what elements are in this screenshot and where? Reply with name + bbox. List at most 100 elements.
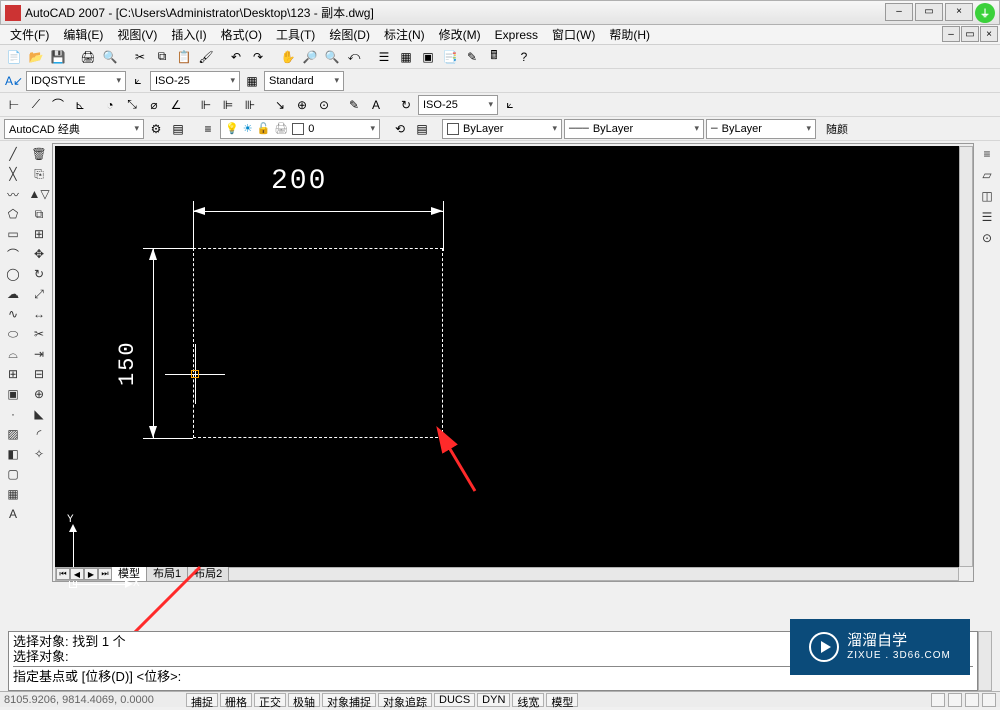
new-icon[interactable]: 📄 [4,47,24,67]
rotate-icon[interactable]: ↻ [29,265,49,283]
menu-express[interactable]: Express [489,27,544,43]
dimdiameter-icon[interactable]: ⌀ [144,95,164,115]
scale-icon[interactable]: ⤢ [29,285,49,303]
save-icon[interactable]: 💾 [48,47,68,67]
ssm-icon[interactable]: 📑 [440,47,460,67]
layer-combo[interactable]: 💡☀🔓🖨 0▾ [220,119,380,139]
line-icon[interactable]: ╱ [3,145,23,163]
workspace-combo[interactable]: AutoCAD 经典▾ [4,119,144,139]
tab-layout1[interactable]: 布局1 [147,567,188,581]
area-icon[interactable]: ▱ [977,166,997,184]
xline-icon[interactable]: ╳ [3,165,23,183]
tp-icon[interactable]: ▣ [418,47,438,67]
list-icon[interactable]: ☰ [977,208,997,226]
dimradius-icon[interactable]: ◔ [100,95,120,115]
mirror-icon[interactable]: ▲▽ [29,185,49,203]
color-combo[interactable]: ByLayer▾ [442,119,562,139]
rectangle-icon[interactable]: ▭ [3,225,23,243]
dimcenter-icon[interactable]: ⊙ [314,95,334,115]
dimcontinue-icon[interactable]: ⊪ [240,95,260,115]
lineweight-combo[interactable]: — ByLayer▾ [706,119,816,139]
open-icon[interactable]: 📂 [26,47,46,67]
preview-icon[interactable]: 🔍 [100,47,120,67]
pan-icon[interactable]: ✋ [278,47,298,67]
extend-icon[interactable]: ⇥ [29,345,49,363]
offset-icon[interactable]: ⧉ [29,205,49,223]
command-vscroll[interactable] [978,631,992,691]
ellipse-icon[interactable]: ⬭ [3,325,23,343]
mdi-close-button[interactable]: × [980,26,998,42]
matchprop-icon[interactable]: 🖌 [196,47,216,67]
tab-prev-icon[interactable]: ◀ [70,568,84,580]
mdi-max-button[interactable]: ▭ [961,26,979,42]
menu-tools[interactable]: 工具(T) [270,25,321,44]
help-icon[interactable]: ? [514,47,534,67]
menu-view[interactable]: 视图(V) [111,25,163,44]
tab-next-icon[interactable]: ▶ [84,568,98,580]
zoom-win-icon[interactable]: 🔍 [322,47,342,67]
menu-edit[interactable]: 编辑(E) [57,25,109,44]
polar-button[interactable]: 极轴 [288,693,320,707]
circle-icon[interactable]: ◯ [3,265,23,283]
tab-model[interactable]: 模型 [112,567,147,581]
redo-icon[interactable]: ↷ [248,47,268,67]
dimstyle-combo[interactable]: ISO-25▾ [150,71,240,91]
menu-insert[interactable]: 插入(I) [165,25,212,44]
cut-icon[interactable]: ✂ [130,47,150,67]
layer-mgr-icon[interactable]: ≡ [198,119,218,139]
tab-layout2[interactable]: 布局2 [188,567,229,581]
tray-icon[interactable] [965,693,979,707]
dyn-button[interactable]: DYN [477,693,510,707]
menu-dimension[interactable]: 标注(N) [378,25,431,44]
dimjogged-icon[interactable]: ⤡ [122,95,142,115]
dist-icon[interactable]: ≡ [977,145,997,163]
join-icon[interactable]: ⊕ [29,385,49,403]
dimordinate-icon[interactable]: ⊾ [70,95,90,115]
lock-icon[interactable] [948,693,962,707]
dimbaseline-icon[interactable]: ⊫ [218,95,238,115]
textstyle-combo[interactable]: IDQSTYLE▾ [26,71,126,91]
minimize-button[interactable]: – [885,3,913,21]
chamfer-icon[interactable]: ◣ [29,405,49,423]
plot-icon[interactable]: 🖨 [78,47,98,67]
zoom-prev-icon[interactable]: ⤺ [344,47,364,67]
copy-icon[interactable]: ⧉ [152,47,172,67]
dimtedit-icon[interactable]: A [366,95,386,115]
canvas-vscroll[interactable] [959,146,973,567]
trim-icon[interactable]: ✂ [29,325,49,343]
explode-icon[interactable]: ✧ [29,445,49,463]
comm-icon[interactable] [931,693,945,707]
linetype-combo[interactable]: ——— ByLayer▾ [564,119,704,139]
region-icon[interactable]: ▢ [3,465,23,483]
grid-button[interactable]: 栅格 [220,693,252,707]
mtext-icon[interactable]: A [3,505,23,523]
markup-icon[interactable]: ✎ [462,47,482,67]
ortho-button[interactable]: 正交 [254,693,286,707]
fillet-icon[interactable]: ◜ [29,425,49,443]
osnap-button[interactable]: 对象捕捉 [322,693,376,707]
otrack-button[interactable]: 对象追踪 [378,693,432,707]
id-icon[interactable]: ⊙ [977,229,997,247]
gradient-icon[interactable]: ◧ [3,445,23,463]
hatch-icon[interactable]: ▨ [3,425,23,443]
table-icon[interactable]: ▦ [3,485,23,503]
dimangular-icon[interactable]: ∠ [166,95,186,115]
textstyle-icon[interactable]: A↙ [4,71,24,91]
menu-window[interactable]: 窗口(W) [546,25,601,44]
erase-icon[interactable]: 🗑 [29,145,49,163]
lwt-button[interactable]: 线宽 [512,693,544,707]
pline-icon[interactable]: 〰 [3,185,23,203]
array-icon[interactable]: ⊞ [29,225,49,243]
tab-first-icon[interactable]: ⏮ [56,568,70,580]
stretch-icon[interactable]: ↔ [29,305,49,323]
tab-last-icon[interactable]: ⏭ [98,568,112,580]
dimupdate-icon[interactable]: ↻ [396,95,416,115]
dc-icon[interactable]: ▦ [396,47,416,67]
dimlinear-icon[interactable]: ⊢ [4,95,24,115]
ducs-button[interactable]: DUCS [434,693,475,707]
close-button[interactable]: × [945,3,973,21]
menu-draw[interactable]: 绘图(D) [323,25,376,44]
point-icon[interactable]: · [3,405,23,423]
menu-file[interactable]: 文件(F) [4,25,55,44]
tablestyle-icon[interactable]: ▦ [242,71,262,91]
